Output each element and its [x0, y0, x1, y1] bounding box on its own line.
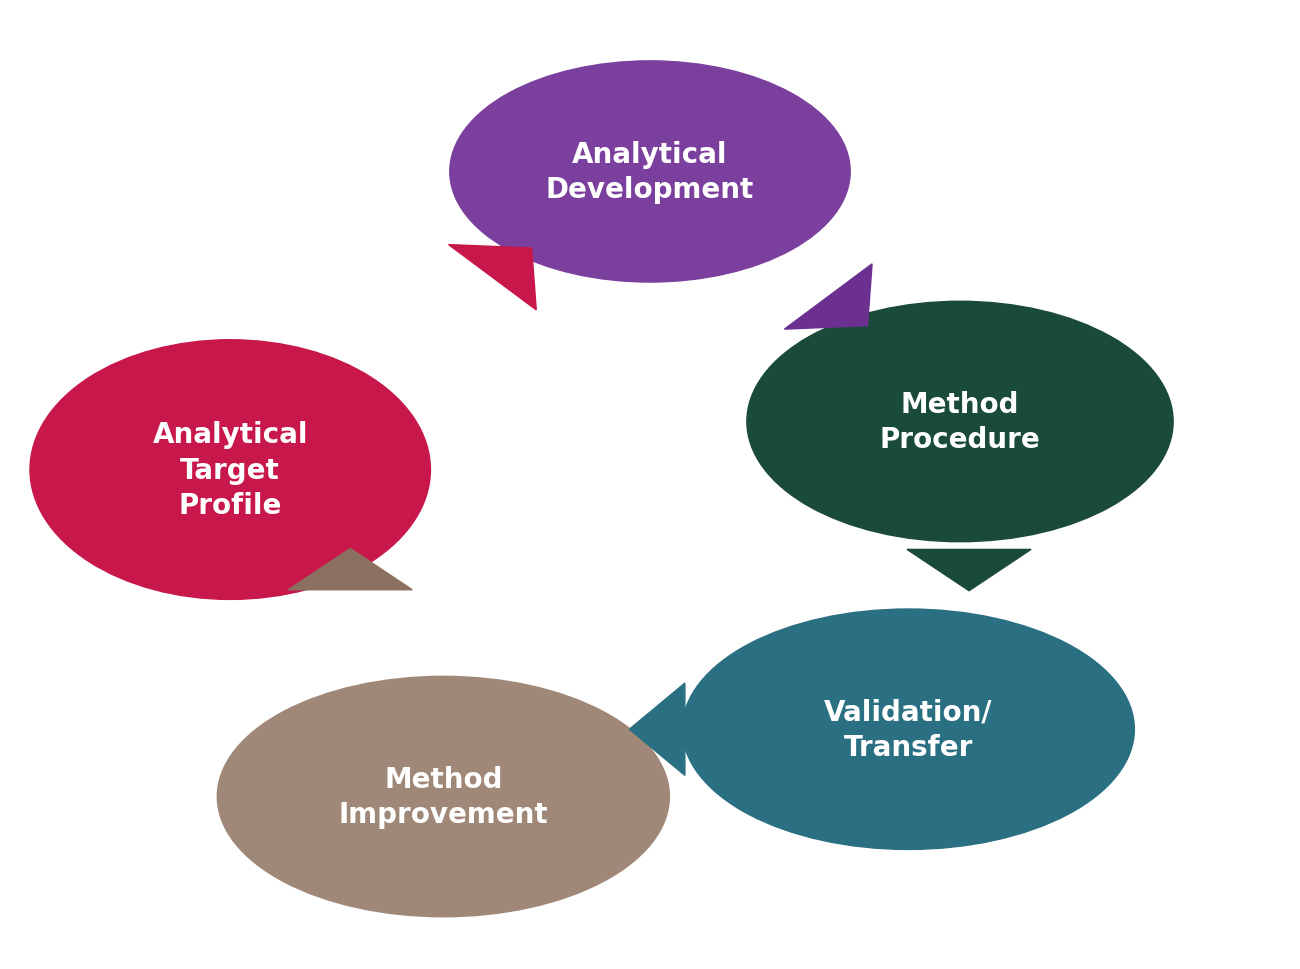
- Polygon shape: [629, 683, 685, 775]
- Ellipse shape: [747, 302, 1173, 542]
- Text: Analytical
Target
Profile: Analytical Target Profile: [152, 421, 308, 519]
- Ellipse shape: [450, 62, 850, 283]
- Polygon shape: [784, 265, 872, 329]
- Polygon shape: [907, 549, 1031, 591]
- Text: Analytical
Development: Analytical Development: [546, 141, 754, 204]
- Text: Validation/
Transfer: Validation/ Transfer: [824, 698, 993, 762]
- Polygon shape: [448, 245, 537, 310]
- Ellipse shape: [30, 340, 430, 600]
- Ellipse shape: [682, 610, 1135, 850]
- Text: Method
Improvement: Method Improvement: [338, 765, 549, 828]
- Ellipse shape: [217, 676, 670, 917]
- Polygon shape: [289, 548, 412, 590]
- Text: Method
Procedure: Method Procedure: [880, 391, 1040, 453]
